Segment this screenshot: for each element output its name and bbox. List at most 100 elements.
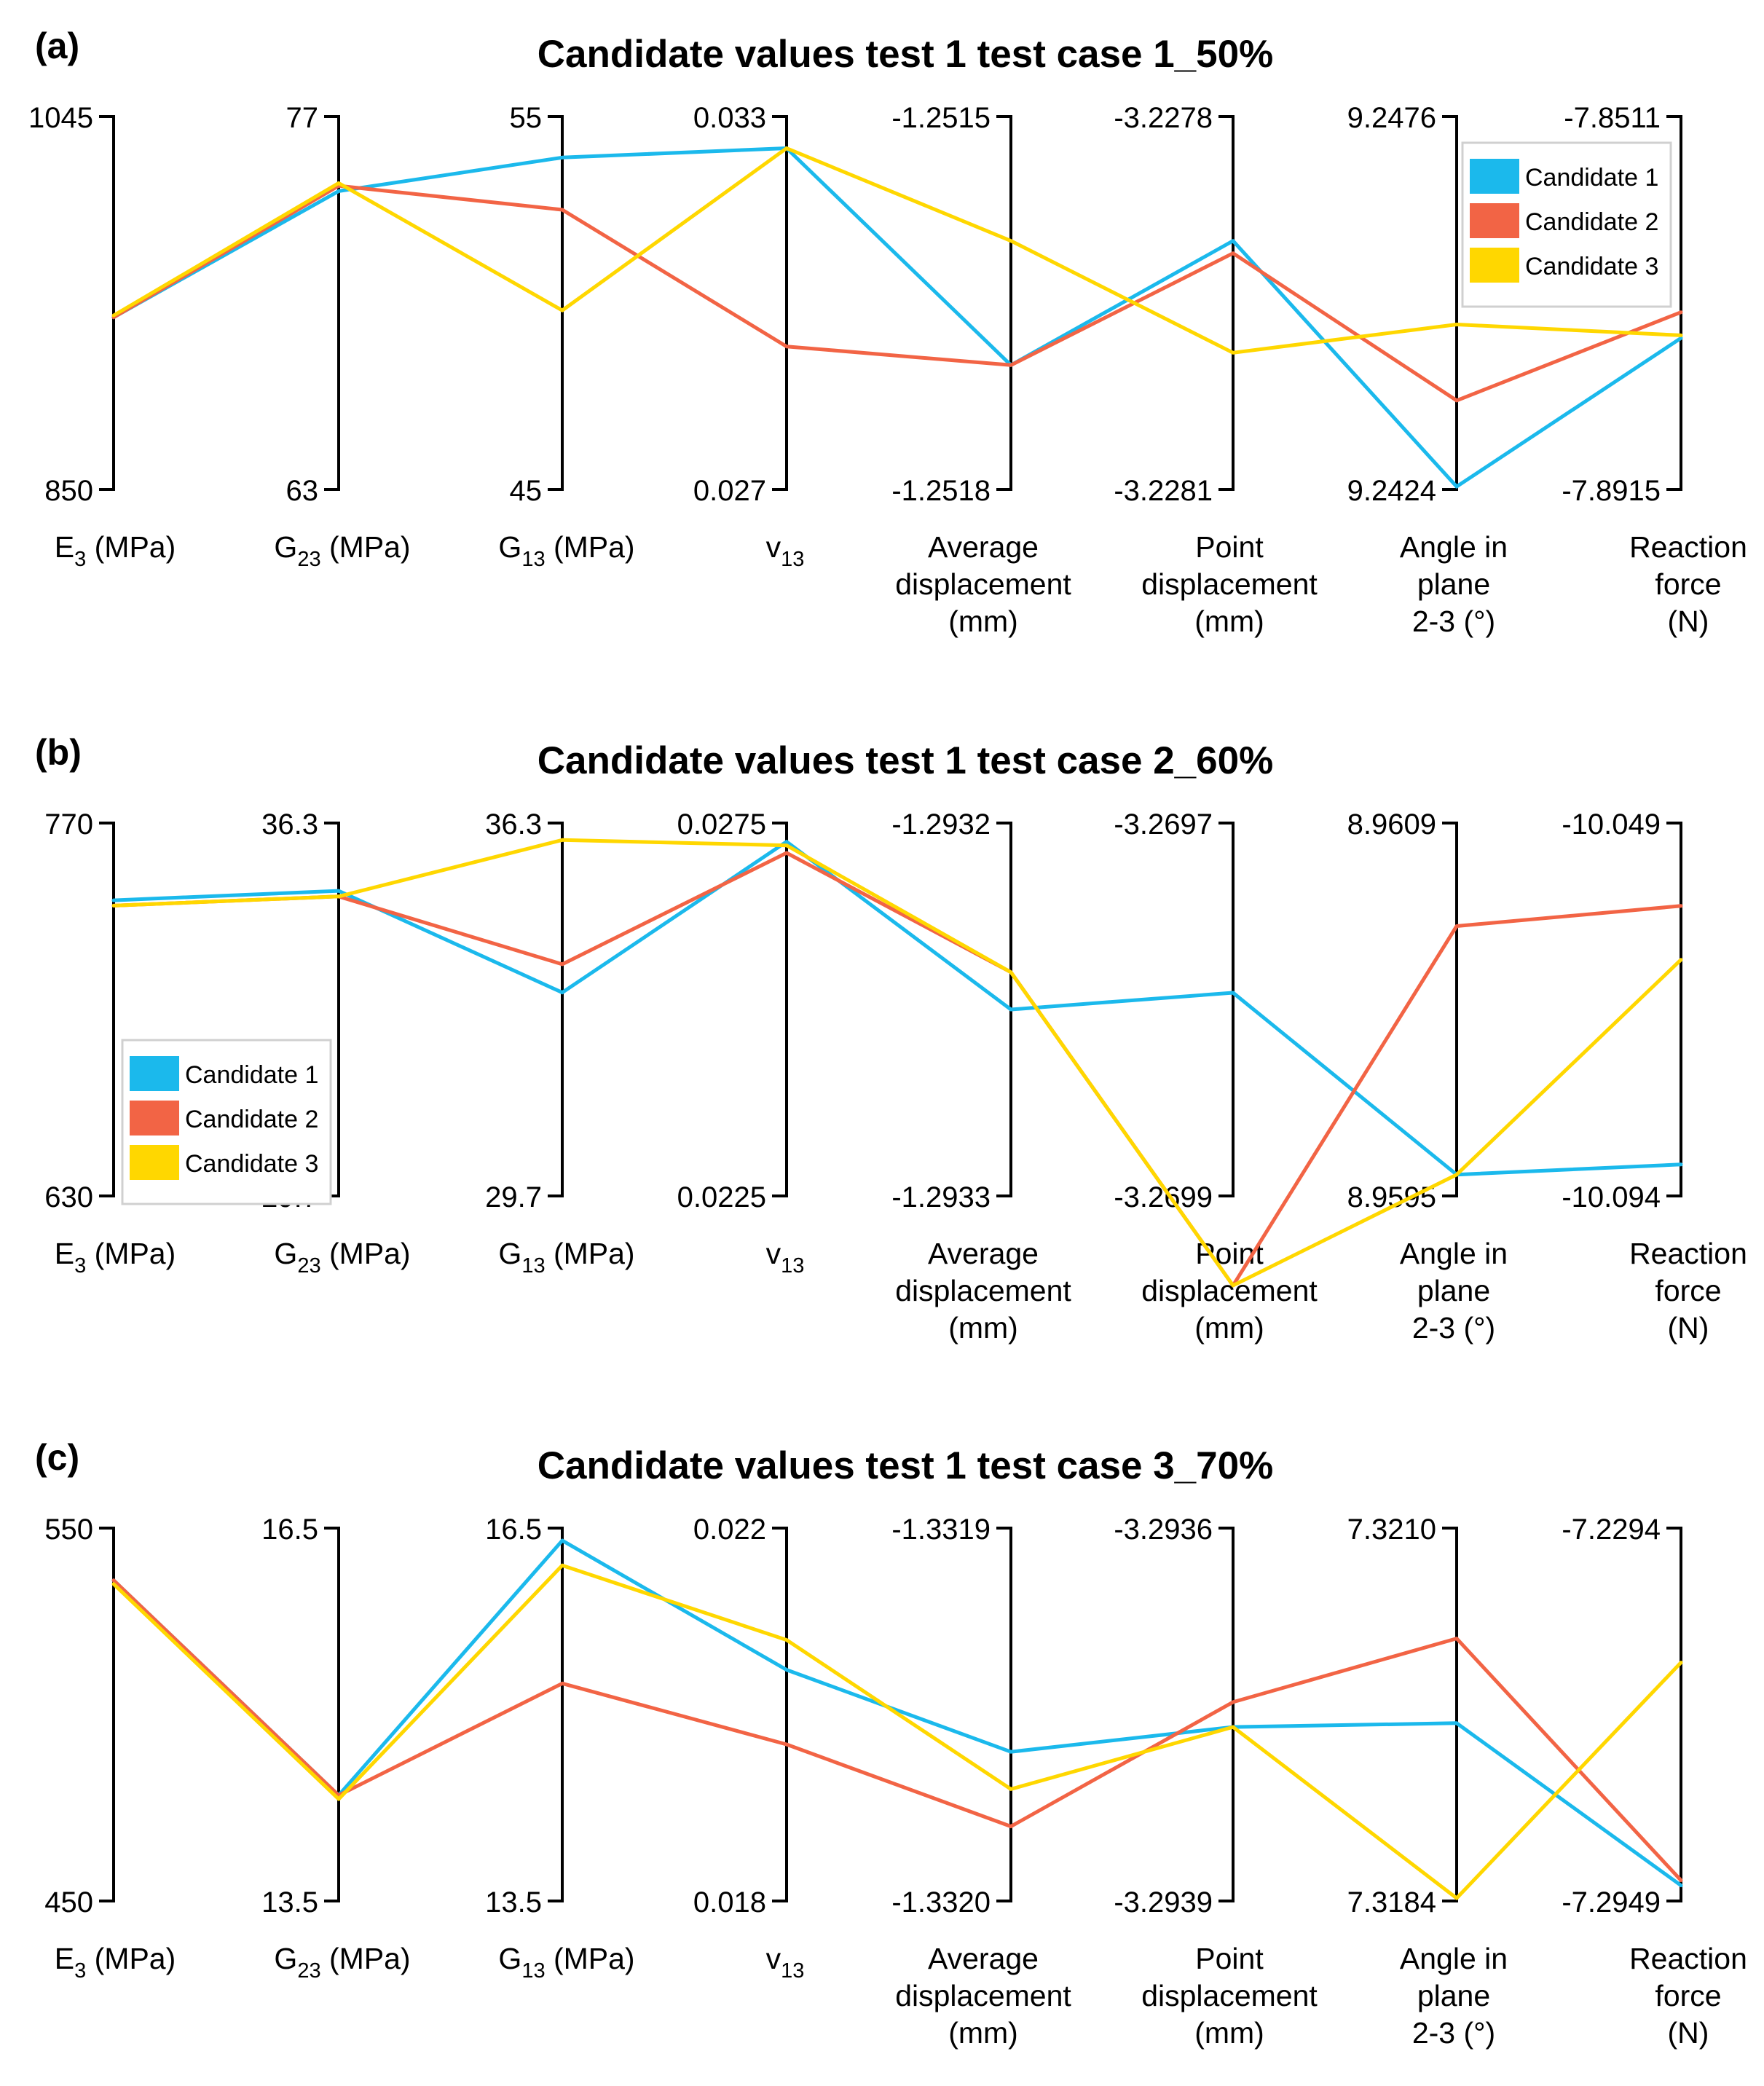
tick-label-min: -1.2933 xyxy=(891,1181,991,1213)
axis-label-line-3: 2-3 (°) xyxy=(1412,605,1495,638)
axis-label-line-3: (N) xyxy=(1668,1311,1709,1345)
series-line-candidate-3 xyxy=(111,838,1683,1288)
axis-label-subscript: 13 xyxy=(521,1254,545,1278)
legend-label-candidate-2: Candidate 2 xyxy=(1525,208,1658,236)
series-line-candidate-3 xyxy=(111,146,1683,355)
series-line-candidate-2 xyxy=(111,851,1683,1288)
tick-label-max: -1.3319 xyxy=(891,1514,991,1546)
axis-label-line-3: (mm) xyxy=(948,605,1018,638)
tick-label-max: 36.3 xyxy=(261,808,318,841)
axis-label-line-2: displacement xyxy=(895,1979,1071,2012)
tick-label-max: 0.022 xyxy=(693,1514,766,1546)
tick-label-min: 0.027 xyxy=(693,475,766,507)
axis-label: v13 xyxy=(766,1237,805,1278)
tick-label-max: 550 xyxy=(44,1514,93,1546)
tick-label-min: -1.2518 xyxy=(891,475,991,507)
axis-label-subscript: 13 xyxy=(781,1959,804,1983)
axis-label-line-3: (mm) xyxy=(1194,1311,1264,1345)
tick-label-min: -7.2949 xyxy=(1562,1886,1661,1918)
axis-label: G13 (MPa) xyxy=(498,1942,634,1983)
axis-label-line-3: (mm) xyxy=(1194,2016,1264,2050)
tick-label-min: 0.0225 xyxy=(677,1181,766,1213)
tick-label-max: 8.9609 xyxy=(1347,808,1436,841)
axis-1: 770 630 E3 (MPa) xyxy=(44,808,176,1278)
chart-panel-3: (c) Candidate values test 1 test case 3_7… xyxy=(35,141,1747,2050)
axis-label-subscript: 23 xyxy=(297,548,320,571)
axis-label-subscript: 13 xyxy=(521,548,545,571)
panel-label: (b) xyxy=(35,732,82,773)
legend-swatch-candidate-2 xyxy=(130,1101,179,1136)
axis-label: v13 xyxy=(766,530,805,571)
chart-title: Candidate values test 1 test case 3_70% xyxy=(538,1444,1273,1487)
axis-label: G13 (MPa) xyxy=(498,530,634,571)
axis-label-subscript: 13 xyxy=(781,548,804,571)
axis-label-symbol: E xyxy=(55,1237,74,1270)
axis-label-line-1: Angle in xyxy=(1400,530,1508,564)
axis-label-line-2: plane xyxy=(1417,1274,1490,1307)
axis-label-symbol: E xyxy=(55,1942,74,1975)
tick-label-max: -3.2697 xyxy=(1114,808,1213,841)
axis-label-symbol: v xyxy=(766,530,781,564)
axis-label-subscript: 23 xyxy=(297,1959,320,1983)
tick-label-max: 36.3 xyxy=(485,808,542,841)
axis-6: -3.2936 -3.2939 Point displacement (mm) xyxy=(1114,1514,1318,2050)
tick-label-max: 16.5 xyxy=(485,1514,542,1546)
axis-label-line-1: Point xyxy=(1195,530,1264,564)
legend-swatch-candidate-1 xyxy=(130,1056,179,1091)
chart-panel-1: (a) Candidate values test 1 test case 1_5… xyxy=(28,25,1747,638)
legend-label-candidate-3: Candidate 3 xyxy=(1525,253,1658,280)
axis-label-line-2: displacement xyxy=(1141,1979,1318,2012)
axis-2: 16.5 13.5 G23 (MPa) xyxy=(261,1514,410,1983)
series-line-candidate-2 xyxy=(111,1578,1683,1883)
axis-label-subscript: 3 xyxy=(74,548,86,571)
axis-label-unit: (MPa) xyxy=(321,1942,411,1975)
tick-label-max: -3.2278 xyxy=(1114,102,1213,134)
axis-label-line-1: Reaction xyxy=(1629,530,1747,564)
axis-label-line-3: 2-3 (°) xyxy=(1412,2016,1495,2050)
tick-label-max: 7.3210 xyxy=(1347,1514,1436,1546)
axis-label-unit: (MPa) xyxy=(86,530,176,564)
axis-label: E3 (MPa) xyxy=(55,1942,176,1983)
tick-label-min: -7.8915 xyxy=(1562,475,1661,507)
axis-label-subscript: 13 xyxy=(781,1254,804,1278)
axis-label-symbol: G xyxy=(274,530,297,564)
tick-label-min: -10.094 xyxy=(1562,1181,1661,1213)
axis-1: 550 450 E3 (MPa) xyxy=(44,1514,176,1983)
tick-label-max: 16.5 xyxy=(261,1514,318,1546)
axis-label-subscript: 23 xyxy=(297,1254,320,1278)
axis-3: 55 45 G13 (MPa) xyxy=(498,102,634,571)
legend-swatch-candidate-2 xyxy=(1470,203,1519,238)
axis-label-line-2: force xyxy=(1655,1979,1721,2012)
tick-label-max: 0.0275 xyxy=(677,808,766,841)
tick-label-max: -7.8511 xyxy=(1564,102,1661,134)
tick-label-max: -1.2932 xyxy=(891,808,991,841)
axis-label: E3 (MPa) xyxy=(55,530,176,571)
chart-panel-2: (b) Candidate values test 1 test case 2_6… xyxy=(35,732,1747,1345)
axis-1: 1045 850 E3 (MPa) xyxy=(28,102,176,571)
legend-swatch-candidate-3 xyxy=(1470,248,1519,283)
axis-8: -7.2294 -7.2949 Reaction force (N) xyxy=(1562,1514,1747,2050)
axis-label-line-1: Point xyxy=(1195,1942,1264,1975)
axis-label-symbol: G xyxy=(274,1942,297,1975)
axis-label-symbol: G xyxy=(274,1237,297,1270)
axis-7: 7.3210 7.3184 Angle in plane 2-3 (°) xyxy=(1347,1514,1508,2050)
tick-label-min: 7.3184 xyxy=(1347,1886,1436,1918)
axis-label-symbol: G xyxy=(498,1942,521,1975)
axis-label: G23 (MPa) xyxy=(274,530,410,571)
tick-label-min: 630 xyxy=(44,1181,93,1213)
tick-label-min: 9.2424 xyxy=(1347,475,1436,507)
legend: Candidate 1 Candidate 2 Candidate 3 xyxy=(121,1039,332,1205)
axis-label-unit: (MPa) xyxy=(546,1237,635,1270)
axis-label-symbol: v xyxy=(766,1237,781,1270)
tick-label-min: 29.7 xyxy=(485,1181,542,1213)
axis-5: -1.2932 -1.2933 Average displacement (mm) xyxy=(891,808,1071,1345)
tick-label-max: 1045 xyxy=(28,102,93,134)
axis-label-unit: (MPa) xyxy=(86,1237,176,1270)
axis-label-line-1: Angle in xyxy=(1400,1237,1508,1270)
series-line-candidate-1 xyxy=(111,146,1683,489)
